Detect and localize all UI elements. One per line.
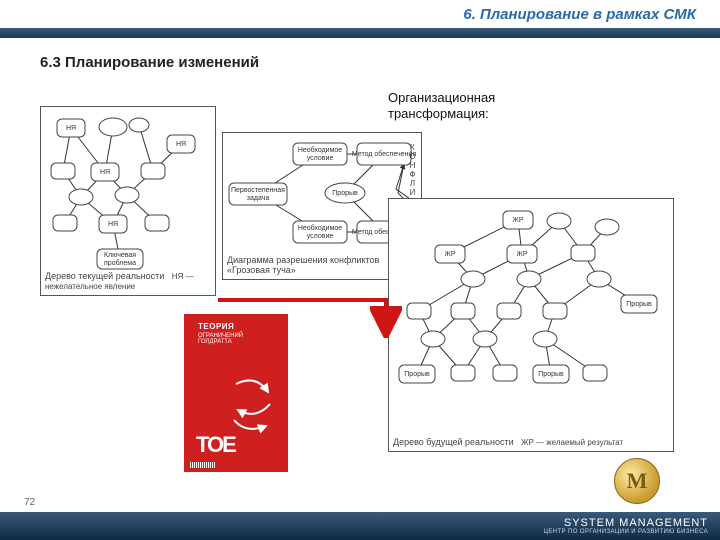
book-subtitle: ОГРАНИЧЕНИЙ ГОЛДРАТТА xyxy=(198,333,280,345)
book-title: ТЕОРИЯ xyxy=(198,322,280,331)
page-number: 72 xyxy=(24,497,35,508)
diagram-future-reality-tree: ЖРЖРЖРПрорывПрорывПрорывДерево будущей р… xyxy=(388,198,674,452)
svg-text:НЯ: НЯ xyxy=(100,169,110,176)
svg-text:НЯ: НЯ xyxy=(108,221,118,228)
svg-text:Прорыв: Прорыв xyxy=(404,371,430,378)
medal-icon xyxy=(614,458,660,504)
svg-text:Прорыв: Прорыв xyxy=(538,371,564,378)
footer-brand-tagline: ЦЕНТР ПО ОРГАНИЗАЦИИ И РАЗВИТИЮ БИЗНЕСА xyxy=(544,529,708,535)
footer-brand-name: SYSTEM MANAGEMENT xyxy=(544,517,708,529)
svg-text:ЖР: ЖР xyxy=(512,217,523,224)
svg-text:Метод обеспечения: Метод обеспечения xyxy=(352,150,416,158)
sub-label: Организационная трансформация: xyxy=(388,90,495,123)
page-title: 6. Планирование в рамках СМК xyxy=(463,6,696,23)
svg-text:ЖР: ЖР xyxy=(516,251,527,258)
svg-text:проблема: проблема xyxy=(104,259,136,267)
svg-text:Первостепенная: Первостепенная xyxy=(231,187,285,194)
section-title: 6.3 Планирование изменений xyxy=(40,54,259,71)
footer-brand: SYSTEM MANAGEMENT ЦЕНТР ПО ОРГАНИЗАЦИИ И… xyxy=(544,517,708,535)
svg-text:Прорыв: Прорыв xyxy=(332,190,358,197)
svg-text:ЖР: ЖР xyxy=(444,251,455,258)
diagram-current-reality-tree: НЯНЯНЯНЯКлючеваяпроблемаДерево текущей р… xyxy=(40,106,216,296)
footer-stripe: SYSTEM MANAGEMENT ЦЕНТР ПО ОРГАНИЗАЦИИ И… xyxy=(0,512,720,540)
svg-text:условие: условие xyxy=(307,155,334,162)
svg-text:Необходимое: Необходимое xyxy=(298,146,342,154)
book-arrows-icon xyxy=(226,374,278,444)
svg-text:НЯ: НЯ xyxy=(66,125,76,132)
header-stripe xyxy=(0,28,720,38)
svg-text:НЯ: НЯ xyxy=(176,141,186,148)
svg-text:Прорыв: Прорыв xyxy=(626,301,652,308)
svg-text:Необходимое: Необходимое xyxy=(298,224,342,232)
svg-text:задача: задача xyxy=(247,195,270,202)
barcode-icon xyxy=(190,462,216,468)
svg-text:Ключевая: Ключевая xyxy=(104,252,136,259)
svg-text:условие: условие xyxy=(307,233,334,240)
book-cover: ТЕОРИЯ ОГРАНИЧЕНИЙ ГОЛДРАТТА TOE xyxy=(184,314,288,472)
